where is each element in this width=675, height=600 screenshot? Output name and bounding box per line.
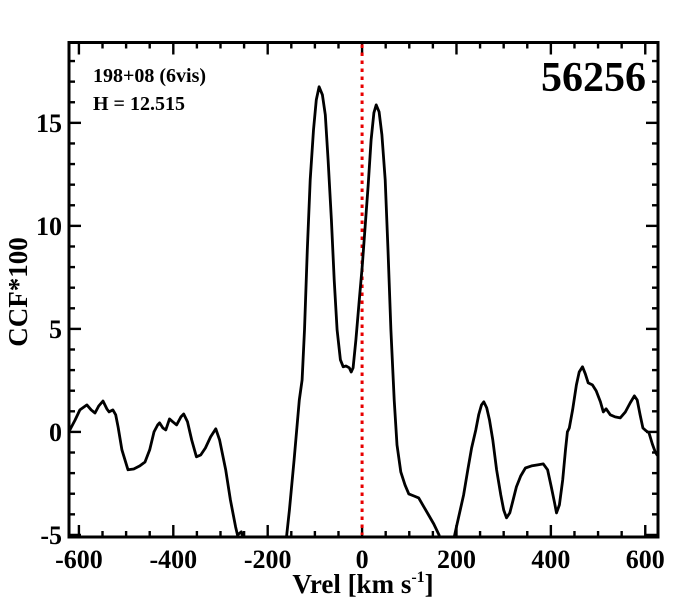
y-tick-label: 0 — [49, 418, 62, 447]
x-tick-label: -200 — [244, 545, 292, 574]
y-tick-label: 5 — [49, 315, 62, 344]
axes-layer: -600 -400 -200 0 200 400 600 -5 0 5 10 15 — [36, 41, 665, 574]
y-tick-label: 10 — [36, 212, 62, 241]
x-tick-label: -600 — [55, 545, 103, 574]
field-visits-label: 198+08 (6vis) — [93, 65, 206, 87]
x-tick-label: 200 — [437, 545, 476, 574]
y-axis-title: CCF*100 — [3, 237, 33, 347]
y-tick-label: -5 — [40, 521, 62, 550]
x-axis-title-superscript: -1 — [411, 569, 424, 586]
y-tick-label: 15 — [36, 109, 62, 138]
h-magnitude-label: H = 12.515 — [93, 93, 185, 115]
x-axis-title: Vrel [km s-1] — [292, 569, 433, 599]
star-id-label: 56256 — [541, 55, 646, 101]
plot-frame — [67, 41, 660, 539]
x-tick-label: -400 — [149, 545, 197, 574]
ccf-curve — [70, 85, 657, 536]
x-tick-label: 600 — [626, 545, 665, 574]
x-tick-label: 0 — [356, 545, 369, 574]
x-tick-label: 400 — [531, 545, 570, 574]
